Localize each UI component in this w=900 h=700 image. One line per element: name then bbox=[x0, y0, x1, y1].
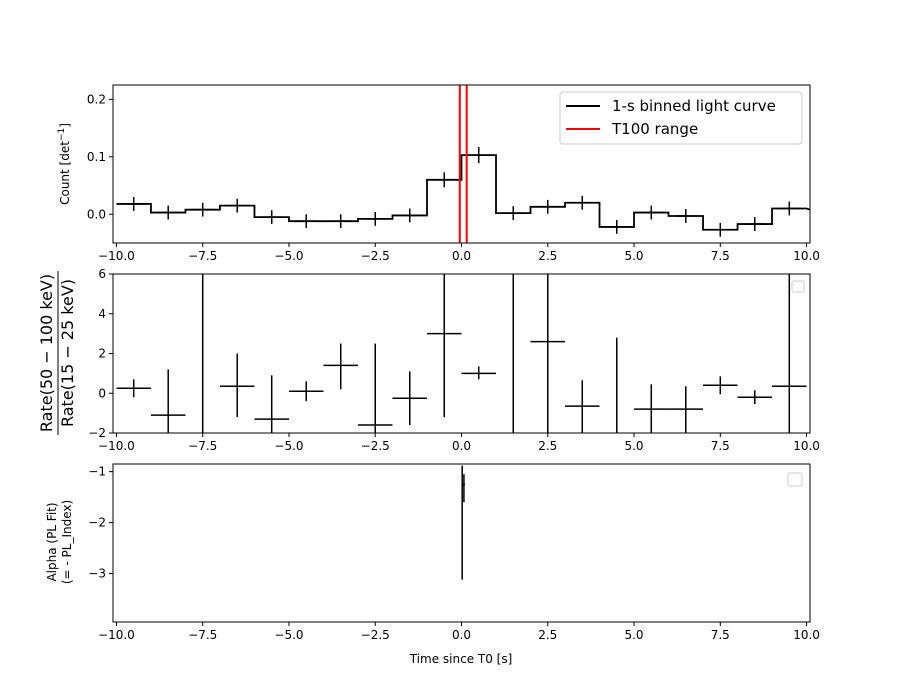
alpha-y-axis-label: Alpha (PL Fit) (= - PL_Index) bbox=[45, 500, 74, 584]
x-tick-label: −10.0 bbox=[98, 439, 135, 453]
y-tick-label: 0.1 bbox=[87, 150, 106, 164]
x-tick-label: −10.0 bbox=[98, 249, 135, 263]
x-tick-label: −2.5 bbox=[361, 439, 390, 453]
y-tick-label: −2 bbox=[88, 516, 106, 530]
x-tick-label: 0.0 bbox=[452, 249, 471, 263]
y-tick-label: 4 bbox=[98, 307, 106, 321]
ratio-numerator: Rate(50 − 100 keV) bbox=[37, 274, 56, 432]
legend-box bbox=[559, 91, 803, 145]
x-tick-label: −2.5 bbox=[361, 249, 390, 263]
x-tick-label: −2.5 bbox=[361, 628, 390, 642]
hardness-ratio-empty-legend bbox=[791, 280, 805, 293]
y-tick-label: 0.2 bbox=[87, 92, 106, 106]
x-tick-label: 10.0 bbox=[793, 439, 820, 453]
x-tick-label: 5.0 bbox=[624, 439, 643, 453]
y-tick-label: −3 bbox=[88, 567, 106, 581]
x-tick-label: −7.5 bbox=[188, 249, 217, 263]
alpha-y-label-line2: (= - PL_Index) bbox=[60, 500, 74, 584]
x-tick-label: 0.0 bbox=[452, 628, 471, 642]
y-tick-label: −2 bbox=[88, 426, 106, 440]
x-tick-label: −7.5 bbox=[188, 628, 217, 642]
legend-t100-label: T100 range bbox=[611, 120, 698, 138]
x-tick-label: 10.0 bbox=[793, 249, 820, 263]
x-axis-label: Time since T0 [s] bbox=[409, 652, 513, 666]
legend-light-curve-label: 1-s binned light curve bbox=[612, 97, 776, 115]
x-tick-label: 7.5 bbox=[711, 249, 730, 263]
x-tick-label: −5.0 bbox=[274, 439, 303, 453]
y-tick-label: 6 bbox=[98, 267, 106, 281]
y-tick-label: 2 bbox=[98, 347, 106, 361]
light-curve-y-axis-label: Count [det−1] bbox=[57, 123, 72, 205]
x-tick-label: 2.5 bbox=[538, 628, 557, 642]
x-tick-label: −7.5 bbox=[188, 439, 217, 453]
alpha-y-label-line1: Alpha (PL Fit) bbox=[45, 502, 59, 581]
x-tick-label: 7.5 bbox=[711, 628, 730, 642]
light-curve-legend: 1-s binned light curve T100 range bbox=[559, 91, 803, 145]
x-tick-label: 2.5 bbox=[538, 249, 557, 263]
alpha-panel: −10.0 −7.5 −5.0 −2.5 0.0 2.5 5.0 7.5 10.0 −1 −2 −3… bbox=[45, 463, 820, 666]
x-tick-label: 2.5 bbox=[538, 439, 557, 453]
hardness-ratio-y-axis-label: Rate(50 − 100 keV) Rate(15 − 25 keV) bbox=[37, 271, 77, 435]
x-tick-label: 7.5 bbox=[711, 439, 730, 453]
y-tick-label: 0.0 bbox=[87, 207, 106, 221]
x-tick-label: −5.0 bbox=[274, 628, 303, 642]
x-tick-label: 0.0 bbox=[452, 439, 471, 453]
x-tick-label: 5.0 bbox=[624, 249, 643, 263]
alpha-empty-legend bbox=[787, 472, 803, 487]
x-tick-label: −10.0 bbox=[98, 628, 135, 642]
y-tick-label: 0 bbox=[98, 386, 106, 400]
x-tick-label: 5.0 bbox=[624, 628, 643, 642]
ratio-denominator: Rate(15 − 25 keV) bbox=[58, 279, 77, 427]
hardness-ratio-panel: −10.0 −7.5 −5.0 −2.5 0.0 2.5 5.0 7.5 10.0 −2 0 2 4 6… bbox=[37, 267, 820, 453]
y-tick-label: −1 bbox=[88, 465, 106, 479]
light-curve-panel: −10.0 −7.5 −5.0 −2.5 0.0 2.5 5.0 7.5 10.0 0.0 0.1… bbox=[57, 84, 820, 263]
x-tick-label: −5.0 bbox=[274, 249, 303, 263]
x-tick-label: 10.0 bbox=[793, 628, 820, 642]
